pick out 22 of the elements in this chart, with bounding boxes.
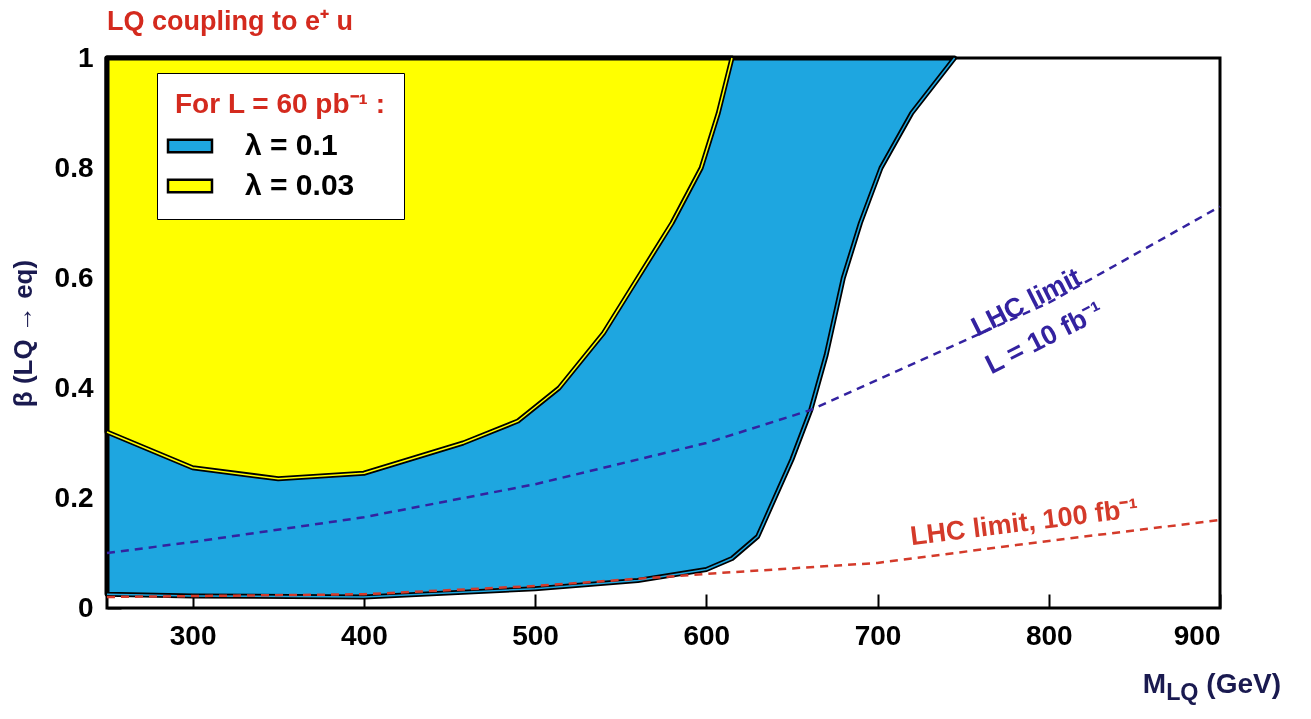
chart-title: LQ coupling to e⁺ u — [107, 6, 353, 36]
x-tick-label: 300 — [169, 619, 217, 651]
text: LHC limit, 100 fb⁻¹ — [908, 492, 1140, 552]
legend-title: For L = 60 pb⁻¹ : — [175, 88, 385, 119]
x-tick-label: 600 — [683, 619, 731, 651]
y-tick-label: 0.8 — [54, 151, 94, 183]
x-tick-label: 700 — [854, 619, 902, 651]
y-tick-label: 0.4 — [54, 371, 94, 403]
y-tick-label: 0.6 — [54, 261, 94, 293]
x-tick-label: 500 — [512, 619, 559, 651]
text: LHC limit L = 10 fb⁻¹ — [966, 261, 1108, 380]
x-tick-label: 900 — [1173, 619, 1221, 651]
legend-label: λ = 0.03 — [245, 168, 355, 201]
x-axis-title: M$_{LQ}$ (GeV) — [1142, 668, 1281, 706]
y-tick-label: 1 — [77, 41, 94, 73]
x-tick-label: 400 — [340, 619, 388, 651]
x-tick-label: 800 — [1025, 619, 1073, 651]
y-axis-title: β (LQ → eq) — [7, 259, 38, 408]
legend-label: λ = 0.1 — [245, 128, 338, 161]
y-tick-label: 0 — [77, 591, 94, 623]
line-series — [105, 205, 1222, 555]
y-tick-label: 0.2 — [54, 481, 94, 513]
